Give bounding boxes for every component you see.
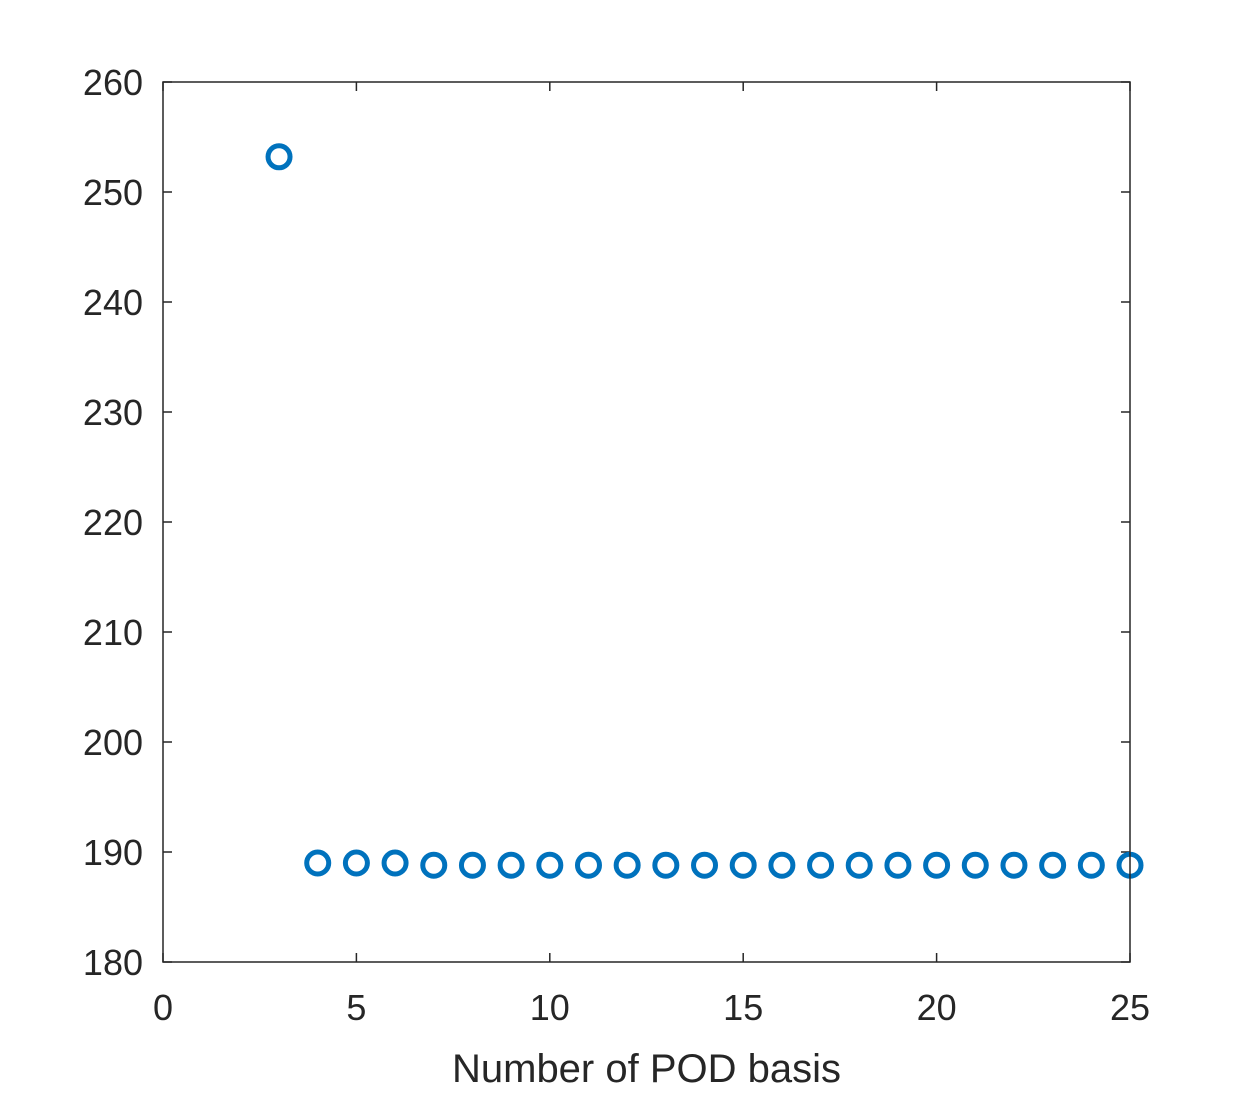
data-point (420, 851, 448, 879)
data-point (381, 849, 409, 877)
y-tick-label: 220 (83, 502, 143, 543)
y-tick-label: 190 (83, 832, 143, 873)
y-tick-label: 180 (83, 942, 143, 983)
plot-area-background (163, 82, 1130, 962)
x-tick-label: 25 (1110, 987, 1150, 1028)
data-point (923, 851, 951, 879)
y-tick-label: 200 (83, 722, 143, 763)
data-point (729, 851, 757, 879)
data-point (613, 851, 641, 879)
data-point (807, 851, 835, 879)
data-point (265, 143, 293, 171)
x-tick-label: 15 (723, 987, 763, 1028)
data-point (845, 851, 873, 879)
data-point (536, 851, 564, 879)
y-tick-label: 230 (83, 392, 143, 433)
x-axis-label: Number of POD basis (452, 1047, 841, 1091)
data-point (342, 849, 370, 877)
data-point (652, 851, 680, 879)
data-point (497, 851, 525, 879)
data-point (884, 851, 912, 879)
data-point (691, 851, 719, 879)
data-point (768, 851, 796, 879)
data-point (1039, 851, 1067, 879)
data-point (574, 851, 602, 879)
data-point (304, 849, 332, 877)
plot-frame (162, 81, 1131, 963)
data-point (961, 851, 989, 879)
data-point (1000, 851, 1028, 879)
tick-labels: 0 5 10 15 20 25 180 190 200 210 220 230 240 250 260 (83, 62, 1150, 1028)
x-tick-label: 20 (917, 987, 957, 1028)
y-tick-label: 240 (83, 282, 143, 323)
data-point (458, 851, 486, 879)
data-point (1077, 851, 1105, 879)
x-tick-label: 10 (530, 987, 570, 1028)
y-tick-label: 250 (83, 172, 143, 213)
y-tick-label: 210 (83, 612, 143, 653)
x-tick-label: 5 (346, 987, 366, 1028)
y-tick-label: 260 (83, 62, 143, 103)
x-tick-label: 0 (153, 987, 173, 1028)
